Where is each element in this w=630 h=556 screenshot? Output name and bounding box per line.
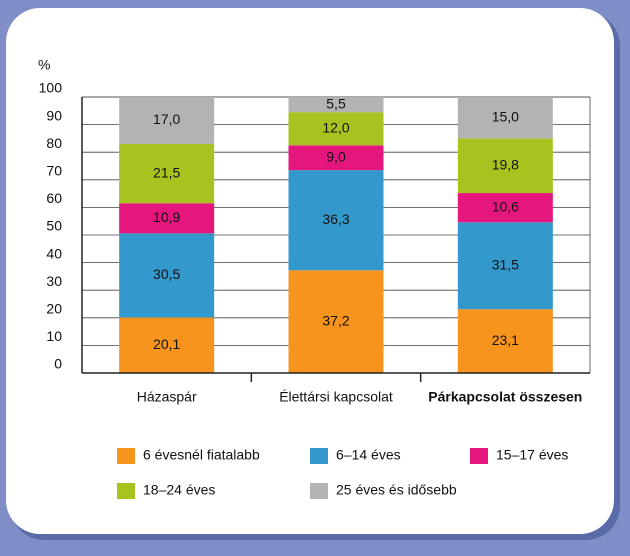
value-label: 31,5 — [492, 256, 519, 272]
y-tick-label: 40 — [46, 245, 62, 261]
y-tick-label: 70 — [46, 163, 62, 179]
bar-segment — [457, 138, 553, 194]
value-label: 9,0 — [326, 148, 346, 164]
y-tick-label: 100 — [39, 80, 63, 96]
legend-label: 6–14 éves — [336, 447, 401, 463]
value-label: 36,3 — [322, 211, 349, 227]
value-label: 12,0 — [322, 119, 349, 135]
value-label: 15,0 — [492, 108, 519, 124]
bar-segment — [119, 143, 215, 204]
value-label: 20,1 — [153, 336, 180, 352]
value-label: 23,1 — [492, 332, 519, 348]
legend-label: 18–24 éves — [143, 482, 215, 498]
value-label: 10,6 — [492, 198, 519, 214]
bar-segment — [119, 233, 215, 318]
bar-segment — [119, 203, 215, 234]
y-tick-label: 30 — [46, 273, 62, 289]
legend-label: 25 éves és idősebb — [336, 482, 457, 498]
bar-segment — [119, 317, 215, 373]
legend-swatch — [117, 483, 135, 499]
bar-segment — [457, 309, 553, 373]
bar-segment — [288, 170, 384, 271]
bar-segment — [457, 222, 553, 310]
y-tick-label: 0 — [54, 356, 62, 372]
bar-segment — [457, 97, 553, 139]
value-label: 17,0 — [153, 111, 180, 127]
legend-swatch — [117, 448, 135, 464]
bar-segment — [457, 193, 553, 223]
value-label: 5,5 — [326, 95, 346, 111]
bar-segment — [288, 112, 384, 146]
value-label: 30,5 — [153, 266, 180, 282]
x-tick-label: Házaspár — [137, 389, 197, 405]
x-tick-label: Élettársi kapcsolat — [279, 389, 393, 405]
legend-swatch — [310, 483, 328, 499]
y-tick-label: 60 — [46, 190, 62, 206]
legend-label: 6 évesnél fiatalabb — [143, 447, 260, 463]
y-tick-label: 20 — [46, 301, 62, 317]
value-label: 21,5 — [153, 164, 180, 180]
value-label: 19,8 — [492, 156, 519, 172]
y-tick-label: 90 — [46, 107, 62, 123]
bar-segment — [288, 145, 384, 171]
legend-swatch — [310, 448, 328, 464]
x-tick-label: Párkapcsolat összesen — [428, 389, 582, 405]
value-label: 37,2 — [322, 312, 349, 328]
legend-label: 15–17 éves — [496, 447, 568, 463]
legend-swatch — [470, 448, 488, 464]
y-axis-label: % — [38, 57, 50, 73]
bar-segment — [288, 97, 384, 113]
bar-segment — [288, 270, 384, 373]
value-label: 10,9 — [153, 209, 180, 225]
bar-segment — [119, 97, 215, 144]
y-tick-label: 80 — [46, 135, 62, 151]
y-tick-label: 10 — [46, 328, 62, 344]
y-tick-label: 50 — [46, 218, 62, 234]
